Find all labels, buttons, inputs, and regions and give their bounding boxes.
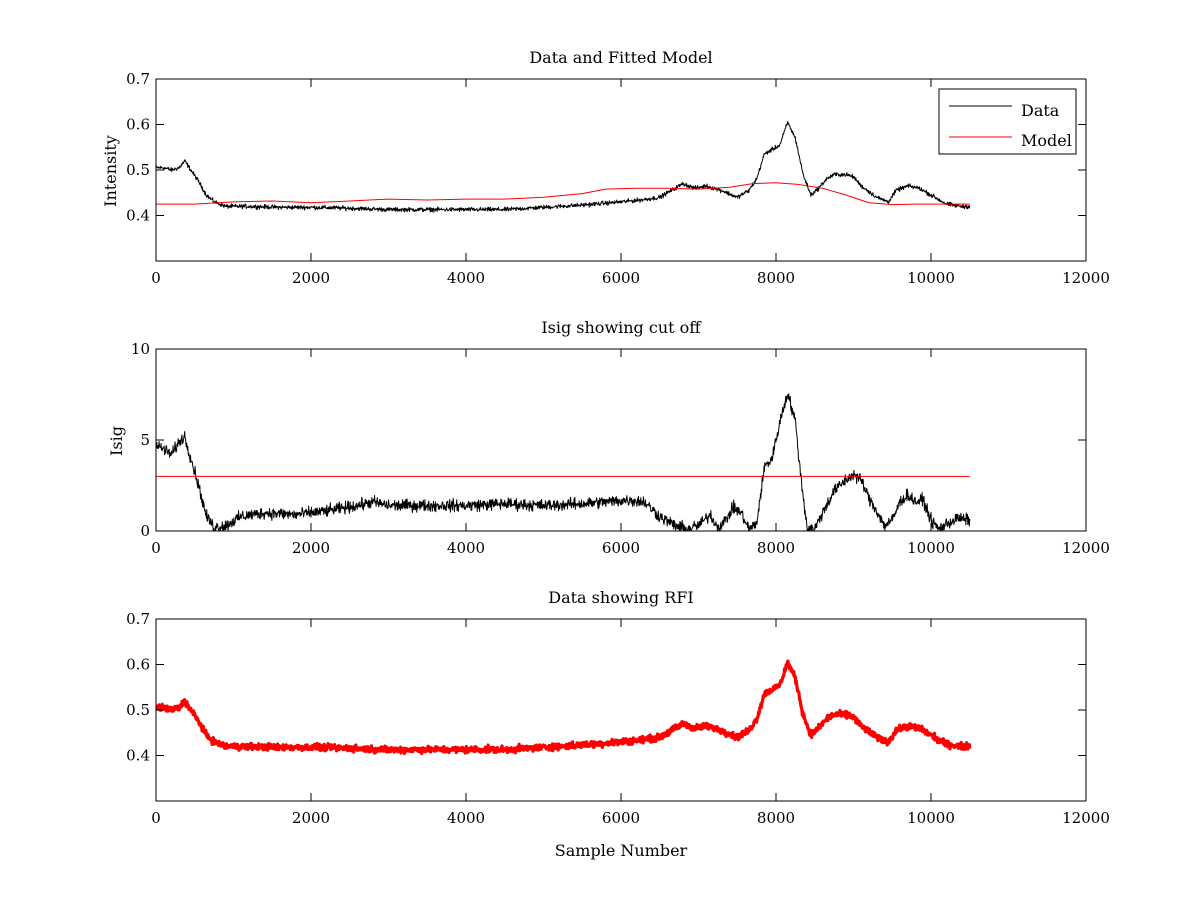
- series-1-1-line: [156, 121, 971, 213]
- chart-2-marks: 0 2000 4000 6000 8000 10000 12000 0 5 10: [131, 340, 1110, 557]
- x-tick-label: 6000: [602, 269, 640, 287]
- series-3-1-line: [156, 659, 972, 756]
- panel-1-legend: Data Model: [938, 88, 1077, 155]
- legend-label-data: Data: [1021, 101, 1060, 120]
- y-tick-label: 0.7: [126, 70, 150, 88]
- x-tick-label: 8000: [757, 539, 795, 557]
- panel-2-title: Isig showing cut off: [541, 318, 702, 337]
- panel-2-y-axis-label: Isig: [107, 426, 126, 456]
- x-tick-label: 0: [151, 539, 161, 557]
- legend-box: [938, 88, 1077, 155]
- panel-1-title: Data and Fitted Model: [529, 48, 712, 67]
- x-tick-label: 6000: [602, 809, 640, 827]
- x-tick-label: 2000: [292, 809, 330, 827]
- chart-3-marks: 0 2000 4000 6000 8000 10000 12000 0.4 0.5 0.6 0.7: [126, 610, 1110, 827]
- y-tick-label: 0.4: [126, 207, 150, 225]
- y-tick-label: 10: [131, 340, 150, 358]
- x-tick-label: 12000: [1062, 269, 1110, 287]
- y-tick-label: 0.7: [126, 610, 150, 628]
- chart-1-marks: 0 2000 4000 6000 8000 10000 12000 0.4 0.5 0.6 0.7: [126, 70, 1110, 287]
- x-tick-label: 4000: [447, 809, 485, 827]
- y-tick-label: 0.5: [126, 161, 150, 179]
- x-tick-label: 10000: [907, 269, 955, 287]
- x-tick-label: 4000: [447, 269, 485, 287]
- y-tick-label: 0.6: [126, 116, 150, 134]
- series-2-1-line: [156, 393, 971, 531]
- x-tick-label: 12000: [1062, 809, 1110, 827]
- x-tick-label: 8000: [757, 809, 795, 827]
- legend-label-model: Model: [1021, 131, 1072, 150]
- x-tick-label: 0: [151, 809, 161, 827]
- y-tick-label: 5: [140, 431, 150, 449]
- x-tick-label: 2000: [292, 269, 330, 287]
- x-tick-label: 10000: [907, 539, 955, 557]
- x-tick-label: 12000: [1062, 539, 1110, 557]
- x-tick-label: 8000: [757, 269, 795, 287]
- panel-1-y-axis-label: Intensity: [101, 135, 120, 207]
- panel-data-showing-rfi: Data showing RFI Sample Number: [548, 588, 693, 860]
- y-tick-label: 0: [140, 522, 150, 540]
- panel-3-title: Data showing RFI: [548, 588, 693, 607]
- x-tick-label: 10000: [907, 809, 955, 827]
- x-tick-label: 0: [151, 269, 161, 287]
- panel-3-x-axis-label: Sample Number: [555, 841, 688, 860]
- panel-isig-showing-cut-off: Isig showing cut off Isig: [107, 318, 702, 456]
- y-tick-label: 0.4: [126, 747, 150, 765]
- x-tick-label: 2000: [292, 539, 330, 557]
- panel-data-and-fitted-model: Data and Fitted Model Intensity: [101, 48, 713, 207]
- y-tick-label: 0.6: [126, 656, 150, 674]
- x-tick-label: 4000: [447, 539, 485, 557]
- y-tick-label: 0.5: [126, 701, 150, 719]
- x-tick-label: 6000: [602, 539, 640, 557]
- series-1-2-line: [156, 182, 970, 206]
